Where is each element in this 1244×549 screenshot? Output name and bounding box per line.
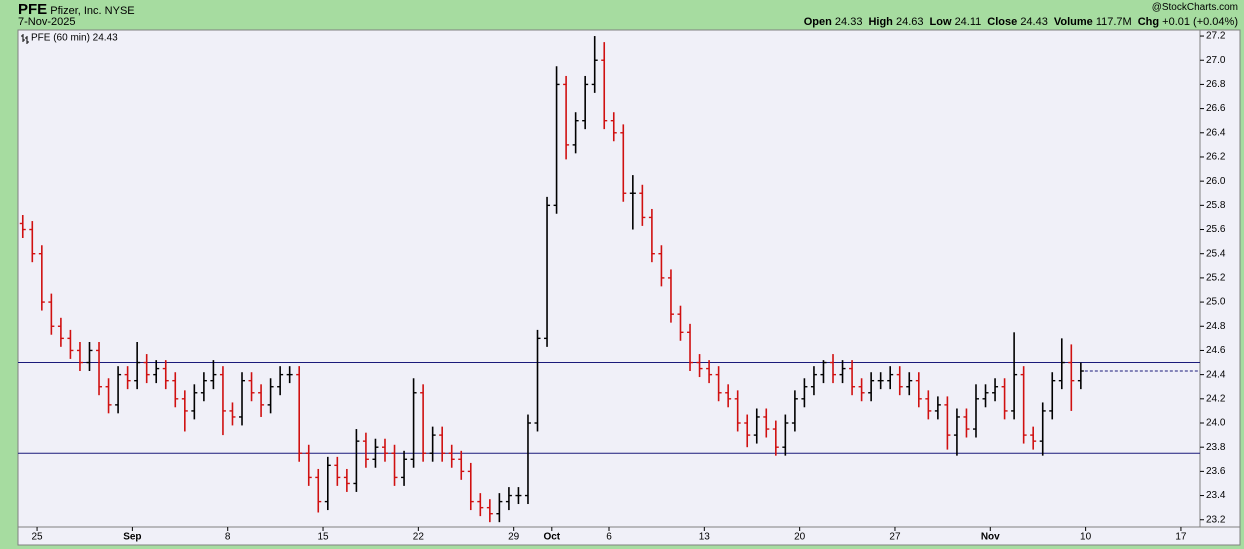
y-tick-label: 23.8 (1206, 442, 1226, 453)
x-tick-label: 20 (794, 532, 806, 543)
stat-label: Close (987, 16, 1018, 28)
date: 7-Nov-2025 (18, 16, 76, 28)
y-tick-label: 24.8 (1206, 321, 1226, 332)
y-tick-label: 23.2 (1206, 514, 1226, 525)
y-tick-label: 26.6 (1206, 103, 1226, 114)
legend-text: PFE (60 min) 24.43 (31, 33, 118, 44)
plot-area (17, 29, 1201, 528)
x-tick-label: 6 (606, 532, 612, 543)
x-tick-label: 27 (889, 532, 901, 543)
symbol: PFE (18, 1, 48, 18)
stat-value: 24.11 (954, 16, 982, 28)
y-tick-label: 24.6 (1206, 345, 1226, 356)
company-name: Pfizer, Inc. (50, 5, 102, 17)
y-tick-label: 23.6 (1206, 466, 1226, 477)
stat-label: Volume (1053, 16, 1093, 28)
x-tick-label: Oct (543, 532, 560, 543)
x-tick-label: 22 (413, 532, 425, 543)
symbol-header: PFE Pfizer, Inc. NYSE (18, 1, 135, 18)
stat-value: 117.7M (1095, 16, 1132, 28)
stat-label: Low (929, 16, 952, 28)
stat-value: 24.63 (895, 16, 924, 28)
x-tick-label: 29 (508, 532, 520, 543)
x-tick-label: 10 (1080, 532, 1092, 543)
stats: Open 24.33 High 24.63 Low 24.11 Close 24.43… (798, 16, 1238, 28)
y-axis-panel (1199, 29, 1241, 528)
legend: PFE (60 min) 24.43 (21, 33, 118, 44)
y-tick-label: 25.2 (1206, 273, 1226, 284)
x-tick-label: Nov (981, 532, 1000, 543)
y-tick-label: 26.8 (1206, 79, 1226, 90)
stat-value: 24.33 (834, 16, 863, 28)
source: @StockCharts.com (1151, 2, 1238, 13)
stat-label: High (868, 16, 893, 28)
x-axis-panel (17, 526, 1241, 546)
y-tick-label: 23.4 (1206, 490, 1226, 501)
y-tick-label: 25.4 (1206, 248, 1226, 259)
y-tick-label: 27.0 (1206, 55, 1226, 66)
x-tick-label: 13 (699, 532, 711, 543)
exchange: NYSE (104, 5, 135, 17)
y-tick-label: 27.2 (1206, 31, 1226, 42)
y-tick-label: 25.8 (1206, 200, 1226, 211)
y-tick-label: 26.0 (1206, 176, 1226, 187)
y-tick-label: 24.2 (1206, 393, 1226, 404)
stat-value: 24.43 (1020, 16, 1048, 28)
legend-icon (21, 34, 29, 44)
stat-label: Chg (1137, 16, 1160, 28)
x-tick-label: 8 (225, 532, 231, 543)
y-tick-label: 26.2 (1206, 152, 1226, 163)
stat-value: +0.01 (+0.04%) (1162, 16, 1238, 28)
y-tick-label: 24.4 (1206, 369, 1226, 380)
y-tick-label: 25.6 (1206, 224, 1226, 235)
y-tick-label: 25.0 (1206, 297, 1226, 308)
x-tick-label: 25 (32, 532, 44, 543)
x-tick-label: Sep (123, 532, 141, 543)
x-tick-label: 17 (1175, 532, 1187, 543)
y-tick-label: 24.0 (1206, 418, 1226, 429)
y-tick-label: 26.4 (1206, 127, 1226, 138)
stat-label: Open (803, 16, 832, 28)
x-tick-label: 15 (317, 532, 329, 543)
